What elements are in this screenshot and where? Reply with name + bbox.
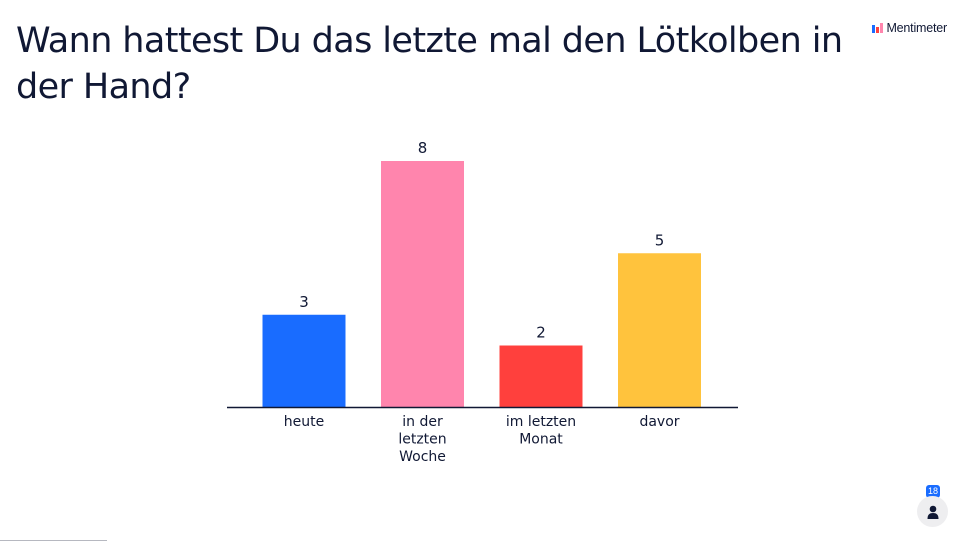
bar	[381, 161, 464, 407]
participants-button[interactable]	[917, 496, 948, 527]
question-title: Wann hattest Du das letzte mal den Lötko…	[16, 21, 843, 107]
category-label: Woche	[399, 449, 446, 465]
category-label: in der	[402, 414, 443, 430]
category-label: davor	[639, 414, 679, 430]
progress-rule	[0, 540, 107, 541]
bar-value-label: 3	[299, 293, 309, 311]
participant-count-badge: 18	[926, 485, 940, 498]
bar	[618, 253, 701, 407]
brand-name: Mentimeter	[886, 21, 947, 35]
bar	[499, 345, 583, 407]
bar	[262, 314, 346, 407]
brand-logo: Mentimeter	[872, 21, 947, 35]
bar-value-label: 8	[418, 139, 428, 157]
bar-value-label: 2	[536, 324, 546, 342]
category-label: im letzten	[506, 414, 576, 430]
category-label: letzten	[398, 432, 446, 448]
mentimeter-logo-icon	[872, 23, 884, 33]
participants-indicator[interactable]: 18	[917, 485, 949, 527]
bar-value-label: 5	[655, 231, 665, 249]
category-label: Monat	[519, 432, 563, 448]
category-label: heute	[284, 414, 324, 430]
person-icon	[927, 505, 938, 519]
